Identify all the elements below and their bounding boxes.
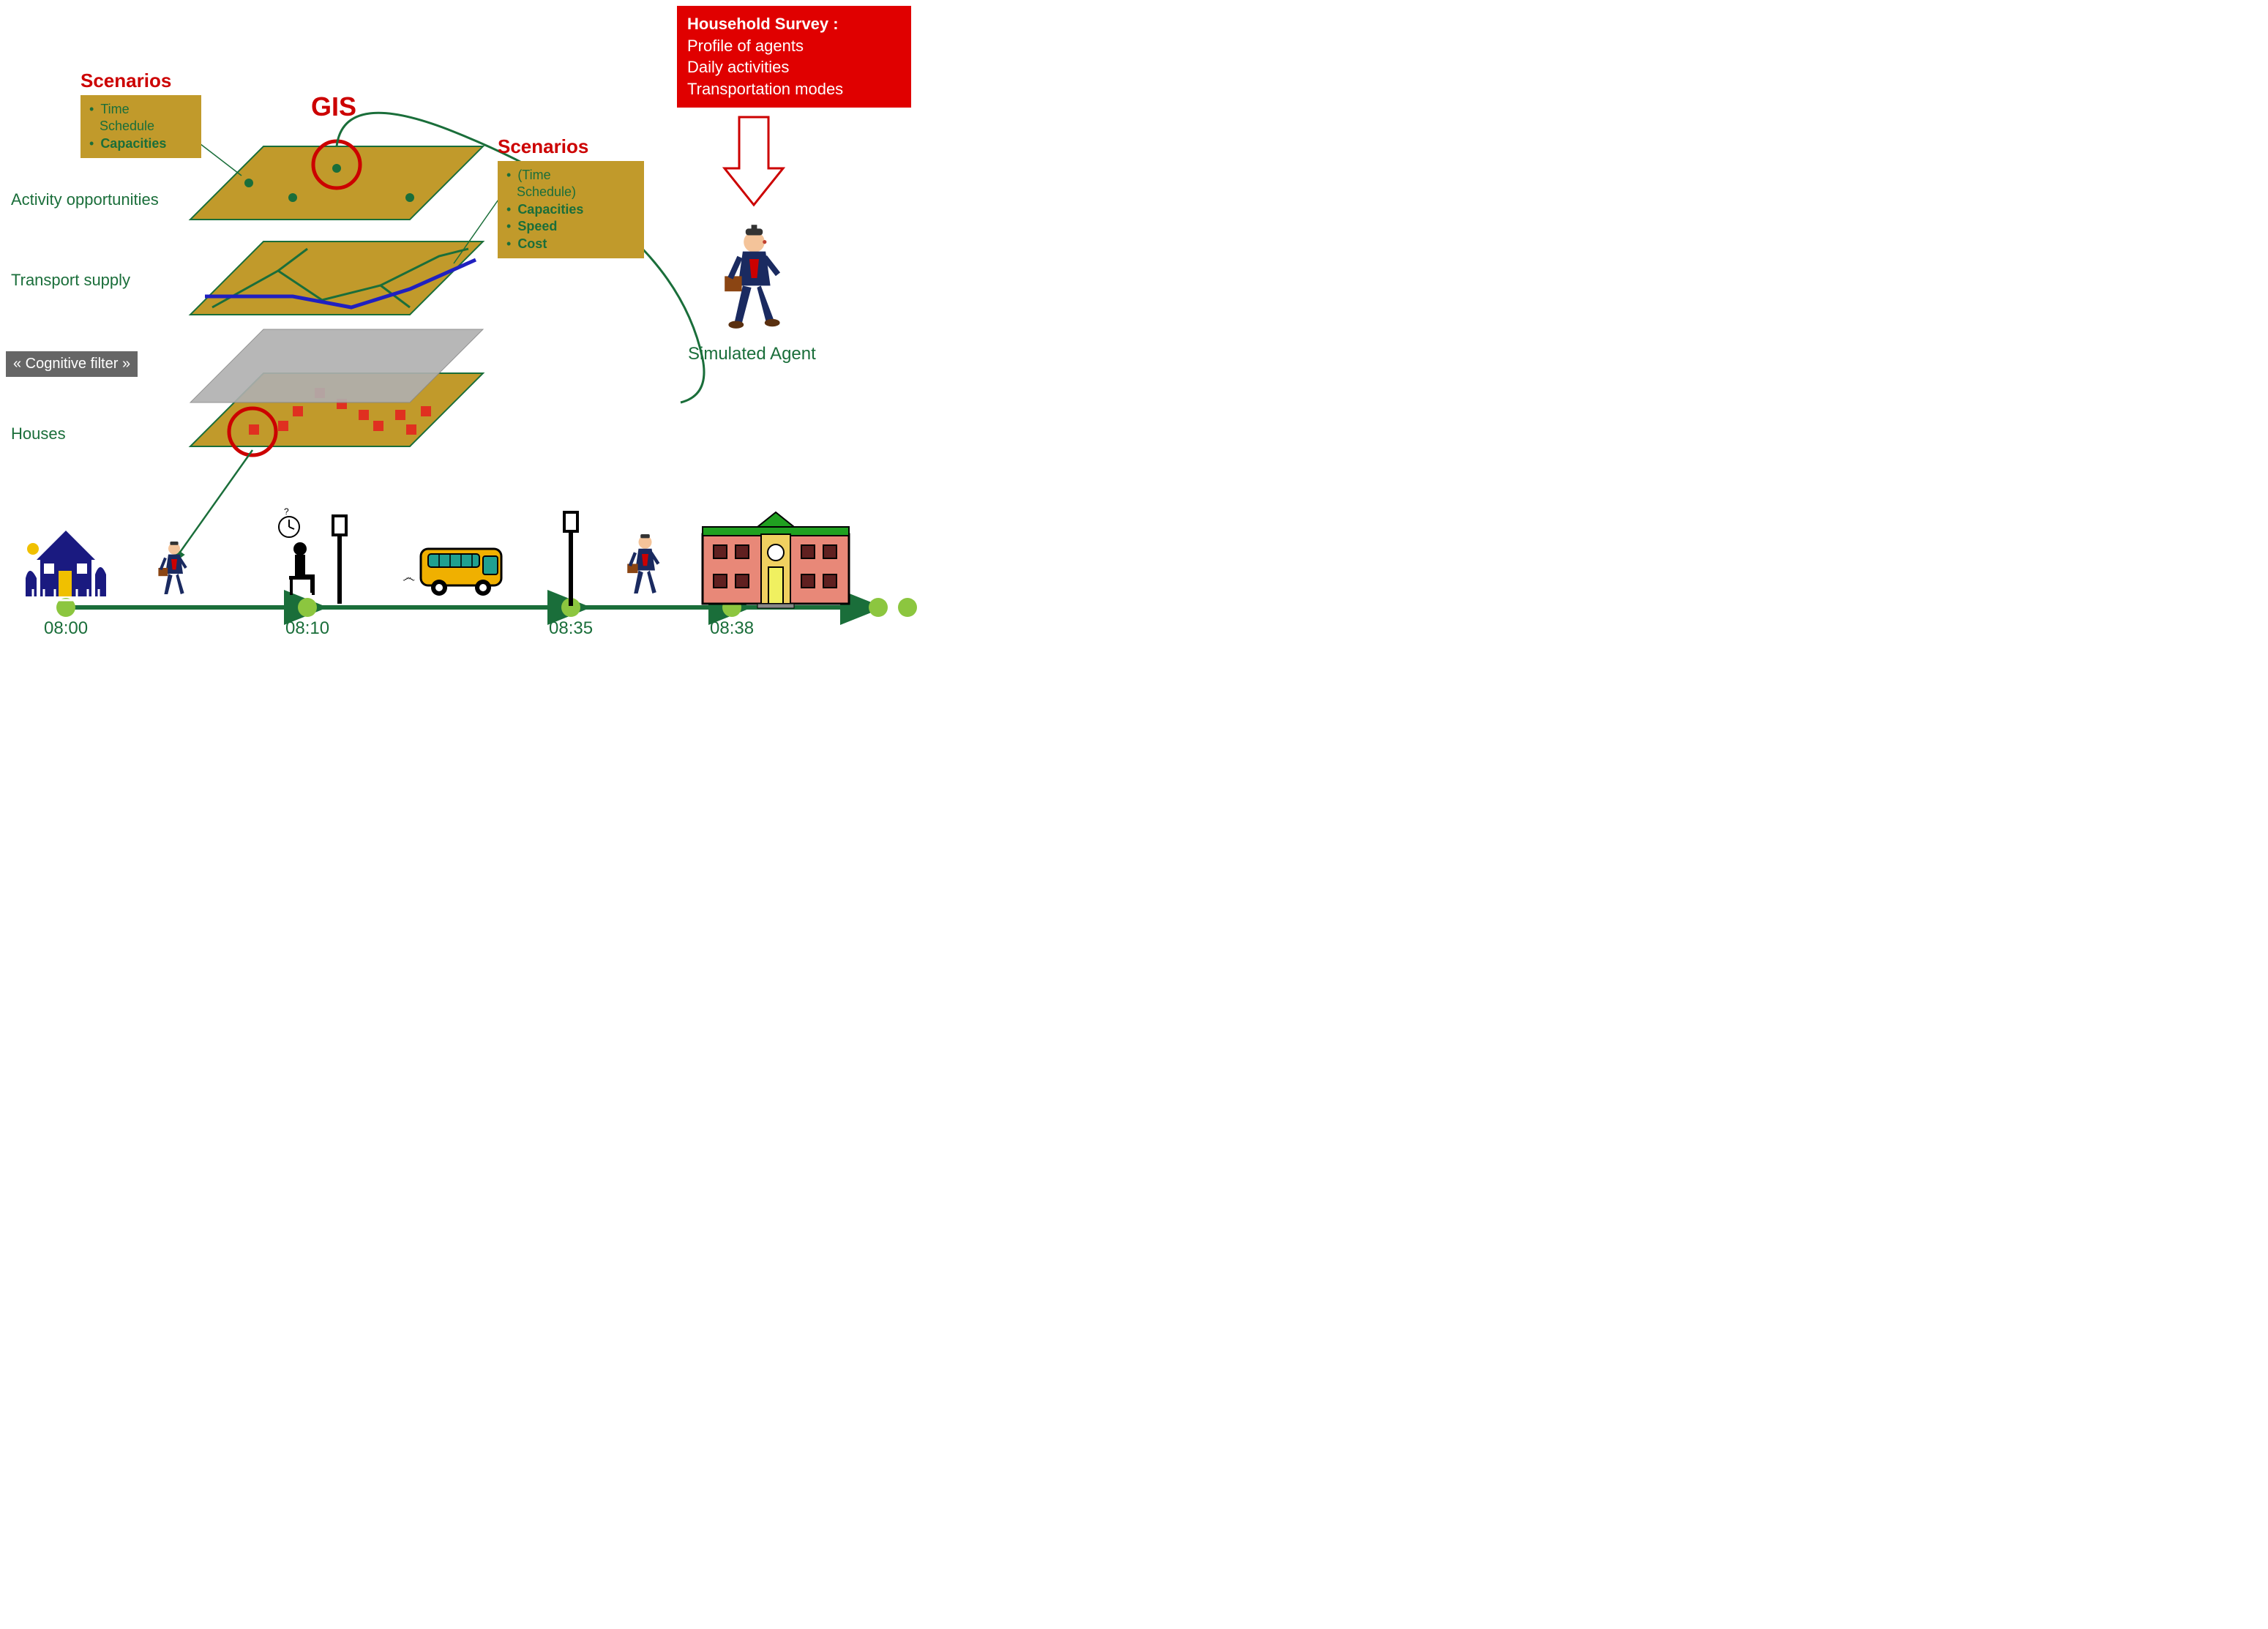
- scenario-left-item-3: Capacities: [100, 136, 166, 151]
- scenario-left-item-1: Time: [100, 102, 129, 116]
- household-survey-box: Household Survey : Profile of agents Dai…: [677, 6, 911, 108]
- arrow-house-to-walker: [172, 450, 252, 563]
- timeline-t1: 08:00: [44, 618, 88, 639]
- household-line-3: Transportation modes: [687, 78, 901, 100]
- svg-text:෴: ෴: [403, 570, 415, 585]
- timeline-t2: 08:10: [285, 618, 329, 639]
- scenarios-left-title: Scenarios: [81, 70, 171, 92]
- svg-text:?: ?: [284, 506, 289, 517]
- scenarios-right-title: Scenarios: [498, 135, 588, 158]
- scenario-right-item-2: Schedule): [517, 184, 576, 199]
- scenario-left-item-2: Schedule: [100, 119, 154, 133]
- scenario-left-box: • Time Schedule • Capacities: [81, 95, 201, 158]
- scenario-right-item-5: Cost: [517, 236, 547, 251]
- scenario-right-item-4: Speed: [517, 219, 557, 233]
- simulated-agent-label: Simulated Agent: [688, 344, 816, 364]
- bus-stop-waiting-icon: ?: [279, 506, 346, 604]
- arrow-household-down: [725, 117, 783, 205]
- office-building-icon: [703, 512, 849, 608]
- layer-transport: [190, 241, 483, 315]
- layer-label-activity: Activity opportunities: [11, 190, 159, 209]
- layer-label-transport: Transport supply: [11, 271, 130, 290]
- gis-title: GIS: [311, 91, 356, 122]
- bus-icon: ෴: [403, 549, 501, 596]
- home-icon: [26, 531, 106, 604]
- layer-label-houses: Houses: [11, 424, 66, 443]
- household-title: Household Survey :: [687, 13, 901, 35]
- cognitive-filter-label: « Cognitive filter »: [6, 351, 138, 377]
- scenario-right-item-1: (Time: [517, 168, 550, 182]
- household-line-1: Profile of agents: [687, 35, 901, 57]
- layer-activity: [190, 146, 483, 220]
- walking-agent-icon-2: [627, 534, 658, 593]
- timeline-t4: 08:38: [710, 618, 754, 639]
- bus-stop-sign-icon: [564, 512, 577, 606]
- scenario-right-item-3: Capacities: [517, 202, 583, 217]
- simulated-agent-icon: [725, 225, 779, 329]
- timeline-t3: 08:35: [549, 618, 593, 639]
- scenario-right-box: • (Time Schedule) • Capacities • Speed •…: [498, 161, 644, 258]
- household-line-2: Daily activities: [687, 56, 901, 78]
